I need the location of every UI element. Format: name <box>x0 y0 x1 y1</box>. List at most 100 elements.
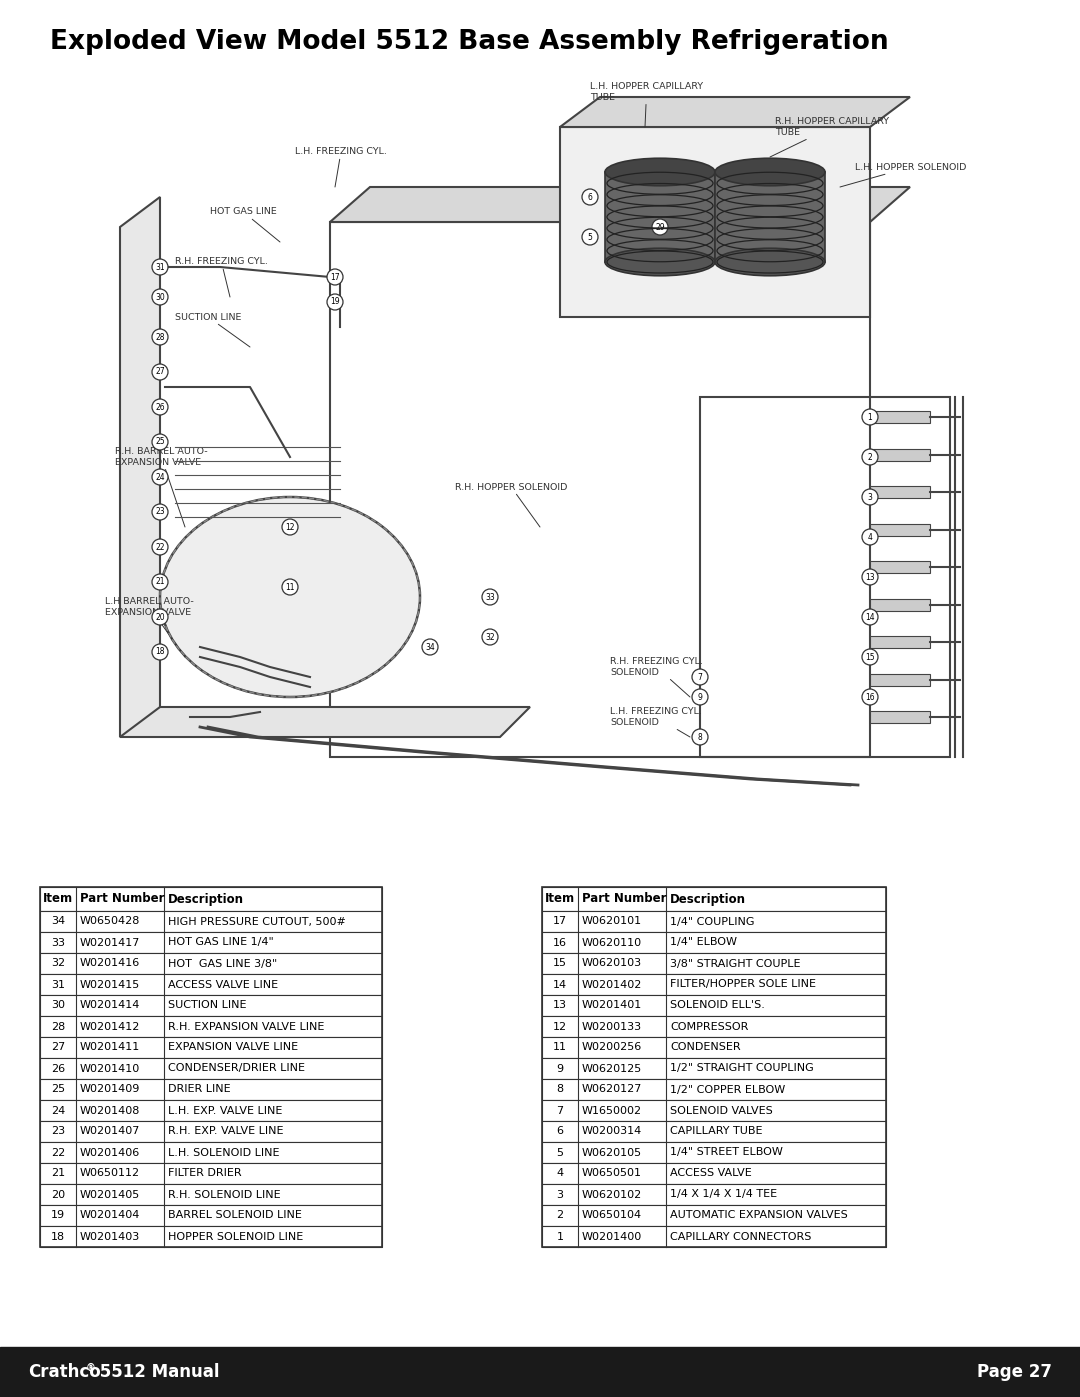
Text: L.H. HOPPER CAPILLARY
TUBE: L.H. HOPPER CAPILLARY TUBE <box>590 82 703 127</box>
Circle shape <box>862 529 878 545</box>
Text: 7: 7 <box>698 672 702 682</box>
Text: 28: 28 <box>156 332 165 341</box>
Circle shape <box>152 504 168 520</box>
Text: ACCESS VALVE LINE: ACCESS VALVE LINE <box>168 979 279 989</box>
Text: Item: Item <box>545 893 575 905</box>
Bar <box>0 1347 1080 1397</box>
Text: W0650112: W0650112 <box>80 1168 140 1179</box>
Ellipse shape <box>605 249 715 275</box>
Bar <box>542 1141 886 1162</box>
Text: Description: Description <box>168 893 244 905</box>
Text: SOLENOID ELL'S.: SOLENOID ELL'S. <box>670 1000 765 1010</box>
Text: 5: 5 <box>556 1147 564 1158</box>
Bar <box>715 172 825 263</box>
Bar <box>40 1078 382 1099</box>
Text: BARREL SOLENOID LINE: BARREL SOLENOID LINE <box>168 1210 302 1221</box>
Bar <box>870 673 930 686</box>
Text: 22: 22 <box>51 1147 65 1158</box>
Text: 24: 24 <box>156 472 165 482</box>
Circle shape <box>862 489 878 504</box>
Text: 11: 11 <box>553 1042 567 1052</box>
Text: 18: 18 <box>156 647 165 657</box>
Circle shape <box>862 609 878 624</box>
Bar <box>542 1099 886 1120</box>
Text: 34: 34 <box>426 643 435 651</box>
Text: 14: 14 <box>865 612 875 622</box>
Text: COMPRESSOR: COMPRESSOR <box>670 1021 748 1031</box>
Text: 1/4" COUPLING: 1/4" COUPLING <box>670 916 755 926</box>
Text: 11: 11 <box>285 583 295 591</box>
Text: CONDENSER/DRIER LINE: CONDENSER/DRIER LINE <box>168 1063 305 1073</box>
Text: FILTER DRIER: FILTER DRIER <box>168 1168 242 1179</box>
Text: 16: 16 <box>553 937 567 947</box>
Text: SUCTION LINE: SUCTION LINE <box>175 313 249 346</box>
Text: 5512 Manual: 5512 Manual <box>94 1363 219 1382</box>
Text: 8: 8 <box>556 1084 564 1094</box>
Text: 28: 28 <box>51 1021 65 1031</box>
Text: FILTER/HOPPER SOLE LINE: FILTER/HOPPER SOLE LINE <box>670 979 816 989</box>
Text: W0620105: W0620105 <box>582 1147 643 1158</box>
Circle shape <box>862 569 878 585</box>
Text: Item: Item <box>43 893 73 905</box>
Bar <box>542 887 886 1248</box>
Bar <box>542 1185 886 1206</box>
Text: W0650104: W0650104 <box>582 1210 643 1221</box>
Text: 1/2" STRAIGHT COUPLING: 1/2" STRAIGHT COUPLING <box>670 1063 813 1073</box>
Text: ACCESS VALVE: ACCESS VALVE <box>670 1168 752 1179</box>
Text: W0201404: W0201404 <box>80 1210 140 1221</box>
Text: 22: 22 <box>156 542 165 552</box>
Text: Part Number: Part Number <box>582 893 666 905</box>
Text: W0201416: W0201416 <box>80 958 140 968</box>
Text: 1/4" ELBOW: 1/4" ELBOW <box>670 937 737 947</box>
Bar <box>870 598 930 610</box>
Text: W0201412: W0201412 <box>80 1021 140 1031</box>
Text: 20: 20 <box>51 1189 65 1200</box>
Bar <box>40 1037 382 1058</box>
Bar <box>40 1162 382 1185</box>
Text: W0200256: W0200256 <box>582 1042 643 1052</box>
Circle shape <box>652 219 669 235</box>
Text: 24: 24 <box>51 1105 65 1115</box>
Bar <box>40 995 382 1016</box>
Circle shape <box>327 293 343 310</box>
Text: 2: 2 <box>556 1210 564 1221</box>
Bar <box>40 1227 382 1248</box>
Text: 3: 3 <box>867 493 873 502</box>
Text: W0620125: W0620125 <box>582 1063 643 1073</box>
Text: 31: 31 <box>156 263 165 271</box>
Circle shape <box>582 229 598 244</box>
Polygon shape <box>120 197 160 738</box>
Bar <box>40 974 382 995</box>
Ellipse shape <box>160 497 420 697</box>
Text: HOT  GAS LINE 3/8": HOT GAS LINE 3/8" <box>168 958 278 968</box>
Text: 23: 23 <box>51 1126 65 1137</box>
Bar <box>870 486 930 497</box>
Text: L.H. HOPPER SOLENOID: L.H. HOPPER SOLENOID <box>840 162 967 187</box>
Text: W0620103: W0620103 <box>582 958 643 968</box>
Text: CAPILLARY TUBE: CAPILLARY TUBE <box>670 1126 762 1137</box>
Text: 21: 21 <box>51 1168 65 1179</box>
Text: 19: 19 <box>51 1210 65 1221</box>
Text: W0201417: W0201417 <box>80 937 140 947</box>
Circle shape <box>862 650 878 665</box>
Text: ®: ® <box>86 1363 96 1373</box>
Text: 31: 31 <box>51 979 65 989</box>
Text: 32: 32 <box>51 958 65 968</box>
Text: HOT GAS LINE 1/4": HOT GAS LINE 1/4" <box>168 937 273 947</box>
Text: 7: 7 <box>556 1105 564 1115</box>
Bar <box>40 932 382 953</box>
Bar <box>40 1141 382 1162</box>
Bar <box>542 1078 886 1099</box>
Circle shape <box>152 574 168 590</box>
Circle shape <box>152 258 168 275</box>
Bar <box>40 1016 382 1037</box>
Circle shape <box>152 400 168 415</box>
Text: 33: 33 <box>51 937 65 947</box>
Text: Description: Description <box>670 893 746 905</box>
Text: 6: 6 <box>588 193 593 201</box>
Ellipse shape <box>605 158 715 186</box>
Text: Page 27: Page 27 <box>977 1363 1052 1382</box>
Bar <box>40 1120 382 1141</box>
Bar <box>542 1120 886 1141</box>
Circle shape <box>692 669 708 685</box>
